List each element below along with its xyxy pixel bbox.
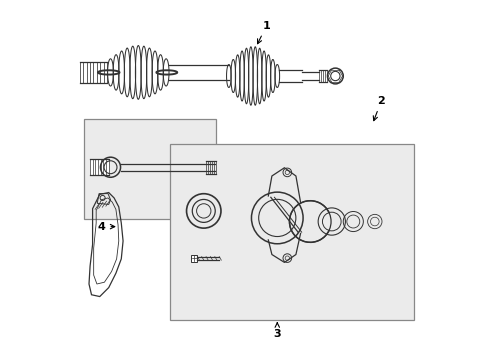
Text: 1: 1 — [258, 21, 270, 44]
Bar — [90, 159, 109, 175]
Bar — [170, 144, 414, 320]
Text: 3: 3 — [273, 323, 281, 339]
Bar — [84, 119, 216, 220]
Bar — [191, 255, 197, 262]
Text: 2: 2 — [373, 96, 385, 121]
Text: 4: 4 — [98, 222, 115, 231]
